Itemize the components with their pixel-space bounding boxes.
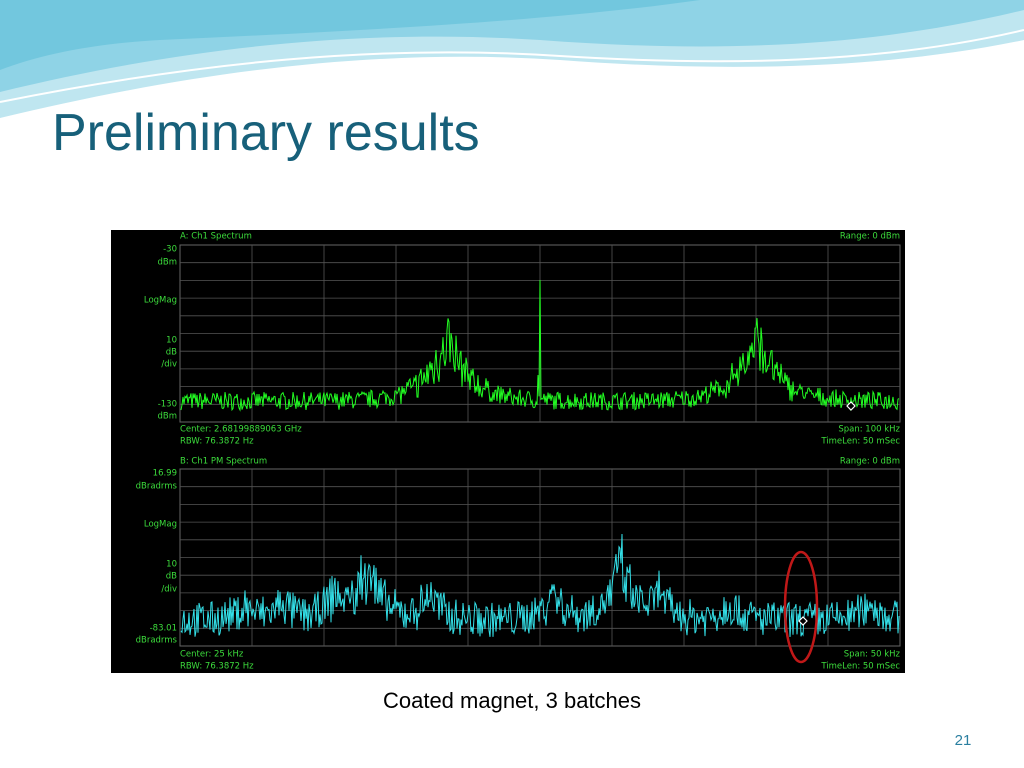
rbw-label: RBW: 76.3872 Hz bbox=[180, 437, 254, 447]
header-wave bbox=[0, 0, 700, 70]
caption: Coated magnet, 3 batches bbox=[383, 688, 641, 713]
y-axis-label: -130 bbox=[158, 400, 177, 410]
screen-background bbox=[111, 230, 905, 673]
timelen-label: TimeLen: 50 mSec bbox=[820, 662, 900, 672]
y-axis-label: dB bbox=[166, 572, 177, 582]
range-label: Range: 0 dBm bbox=[840, 232, 900, 242]
y-axis-label: dBradrms bbox=[136, 482, 178, 492]
span-label: Span: 50 kHz bbox=[844, 650, 901, 660]
y-axis-label: -30 bbox=[163, 245, 177, 255]
y-axis-label: 10 bbox=[166, 560, 177, 570]
y-axis-label: dBm bbox=[157, 412, 177, 422]
span-label: Span: 100 kHz bbox=[838, 425, 900, 435]
center-label: Center: 2.68199889063 GHz bbox=[180, 425, 302, 435]
y-axis-label: dBradrms bbox=[136, 636, 178, 646]
y-axis-label: -83.01 bbox=[150, 624, 177, 634]
slide-title: Preliminary results bbox=[52, 104, 480, 162]
range-label: Range: 0 dBm bbox=[840, 457, 900, 467]
y-axis-label: dB bbox=[166, 348, 177, 358]
y-axis-label: 16.99 bbox=[153, 469, 177, 479]
panel-header: A: Ch1 Spectrum bbox=[180, 232, 252, 242]
page-number: 21 bbox=[955, 732, 972, 749]
y-axis-label: /div bbox=[161, 360, 177, 370]
y-axis-label: 10 bbox=[166, 336, 177, 346]
rbw-label: RBW: 76.3872 Hz bbox=[180, 662, 254, 672]
panel-header: B: Ch1 PM Spectrum bbox=[180, 457, 267, 467]
y-axis-label: /div bbox=[161, 585, 177, 595]
marker bbox=[846, 401, 856, 411]
spectrum-trace bbox=[180, 279, 900, 412]
marker bbox=[798, 616, 808, 626]
header-line bbox=[0, 29, 1024, 103]
y-axis-label: LogMag bbox=[144, 520, 177, 530]
y-axis-label: LogMag bbox=[144, 296, 177, 306]
spectrum-trace bbox=[180, 533, 900, 638]
timelen-label: TimeLen: 50 mSec bbox=[820, 437, 900, 447]
center-label: Center: 25 kHz bbox=[180, 650, 244, 660]
instrument-screenshot: A: Ch1 Spectrum Range: 0 dBm -30 dBm LogMag 1… bbox=[111, 230, 905, 673]
y-axis-label: dBm bbox=[157, 258, 177, 268]
highlight-ellipse bbox=[783, 550, 819, 664]
